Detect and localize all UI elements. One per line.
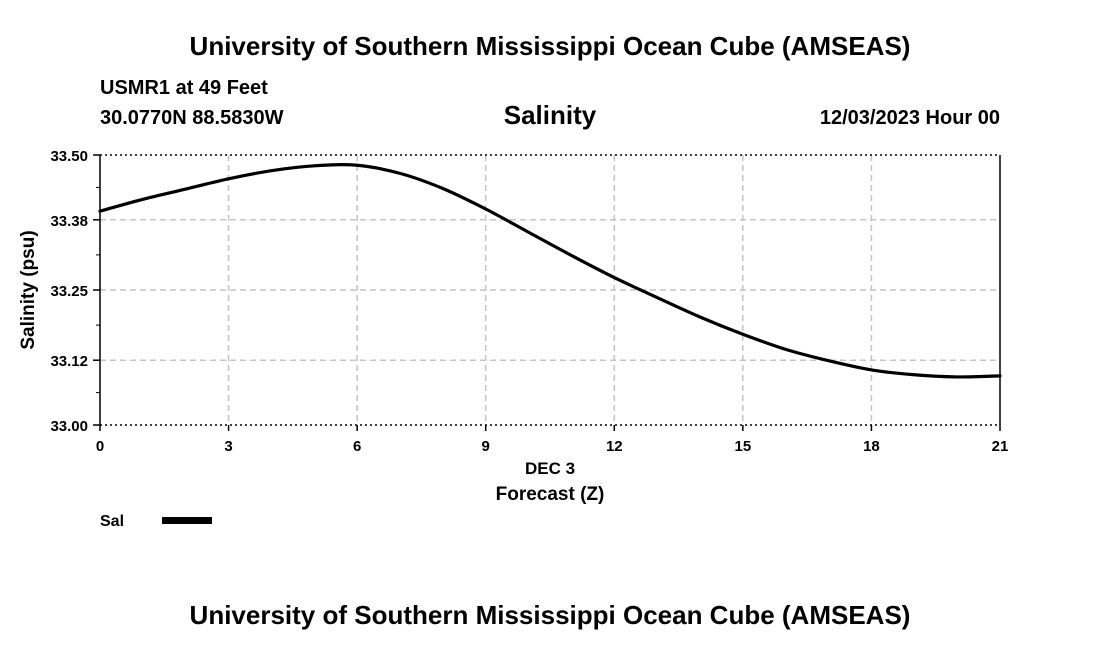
footer-title: University of Southern Mississippi Ocean… (190, 600, 911, 630)
station-label: USMR1 at 49 Feet (100, 77, 268, 99)
series-line-sal (98, 163, 1002, 379)
y-tick-label: 33.00 (50, 418, 88, 435)
header-title: University of Southern Mississippi Ocean… (190, 31, 911, 61)
legend: Sal (100, 513, 212, 530)
y-tick-label: 33.25 (50, 283, 88, 300)
x-tick-label: 6 (353, 438, 361, 455)
x-tick-label: 9 (482, 438, 490, 455)
series-layer (98, 163, 1002, 379)
coordinates-label: 30.0770N 88.5830W (100, 107, 284, 129)
y-tick-label: 33.50 (50, 148, 88, 165)
x-tick-label: 15 (735, 438, 752, 455)
legend-swatch-sal (162, 517, 212, 524)
chart-title: Salinity (504, 100, 597, 130)
x-tick-label: 12 (606, 438, 623, 455)
x-axis-label: Forecast (Z) (496, 484, 605, 505)
datetime-label: 12/03/2023 Hour 00 (820, 107, 1000, 129)
x-tick-label: 18 (863, 438, 880, 455)
x-axis-date-label: DEC 3 (525, 459, 575, 478)
grid-lines (100, 154, 1000, 426)
y-tick-label: 33.12 (50, 353, 88, 370)
x-tick-label: 3 (224, 438, 232, 455)
x-tick-label: 21 (992, 438, 1009, 455)
y-axis-label: Salinity (psu) (18, 230, 39, 349)
y-tick-label: 33.38 (50, 213, 88, 230)
axis-ticks: 0 3 6 9 12 15 18 21 33.00 33.12 33.25 33.38 33.50 (50, 148, 1008, 455)
legend-label-sal: Sal (100, 513, 124, 530)
x-tick-label: 0 (96, 438, 104, 455)
